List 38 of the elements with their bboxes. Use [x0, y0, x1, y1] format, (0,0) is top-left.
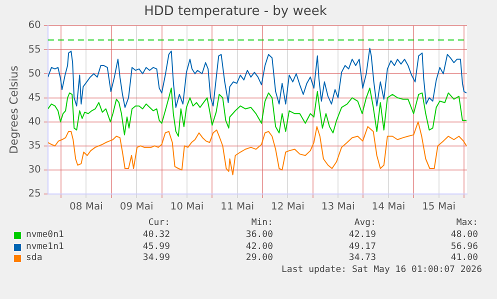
x-tick-label: 14 Mai — [372, 202, 406, 213]
text: 49.17 — [348, 242, 376, 252]
text: 41.00 — [450, 253, 478, 263]
y-tick-label: 25 — [28, 188, 41, 200]
text: 29.00 — [244, 253, 273, 263]
text: 48.00 — [450, 230, 478, 240]
x-tick-label: 10 Mai — [170, 202, 204, 213]
text: 42.00 — [244, 242, 273, 252]
text: Max: — [455, 218, 478, 228]
x-tick-label: 13 Mai — [321, 202, 355, 213]
x-tick-label: 09 Mai — [120, 202, 154, 213]
legend-label: nvme1n1 — [26, 242, 64, 252]
y-tick-label: 30 — [28, 164, 41, 176]
legend-label: nvme0n1 — [26, 230, 64, 240]
text: Last update: Sat May 16 01:00:07 2026 — [282, 265, 482, 275]
y-tick-label: 40 — [28, 116, 41, 128]
x-tick-label: 15 Mai — [422, 202, 456, 213]
text: 56.96 — [450, 242, 478, 252]
y-tick-label: 45 — [28, 92, 41, 104]
text: 42.19 — [348, 230, 376, 240]
text: 36.00 — [244, 230, 273, 240]
y-tick-label: 55 — [28, 44, 41, 56]
y-axis-title: Degrees Celsius — [7, 65, 20, 154]
legend-label: sda — [26, 253, 42, 263]
text: Avg: — [353, 218, 376, 228]
text: 45.99 — [142, 242, 170, 252]
text: 34.99 — [142, 253, 170, 263]
y-tick-label: 35 — [28, 140, 41, 152]
text: Cur: — [147, 218, 170, 228]
x-tick-label: 11 Mai — [220, 202, 254, 213]
text: 40.32 — [142, 230, 170, 240]
text: 34.73 — [348, 253, 376, 263]
y-tick-label: 60 — [28, 20, 41, 32]
chart-title: HDD temperature - by week — [144, 4, 328, 20]
x-tick-label: 08 Mai — [69, 202, 103, 213]
x-tick-label: 12 Mai — [270, 202, 304, 213]
y-tick-label: 50 — [28, 68, 41, 80]
text: Min: — [250, 218, 273, 228]
